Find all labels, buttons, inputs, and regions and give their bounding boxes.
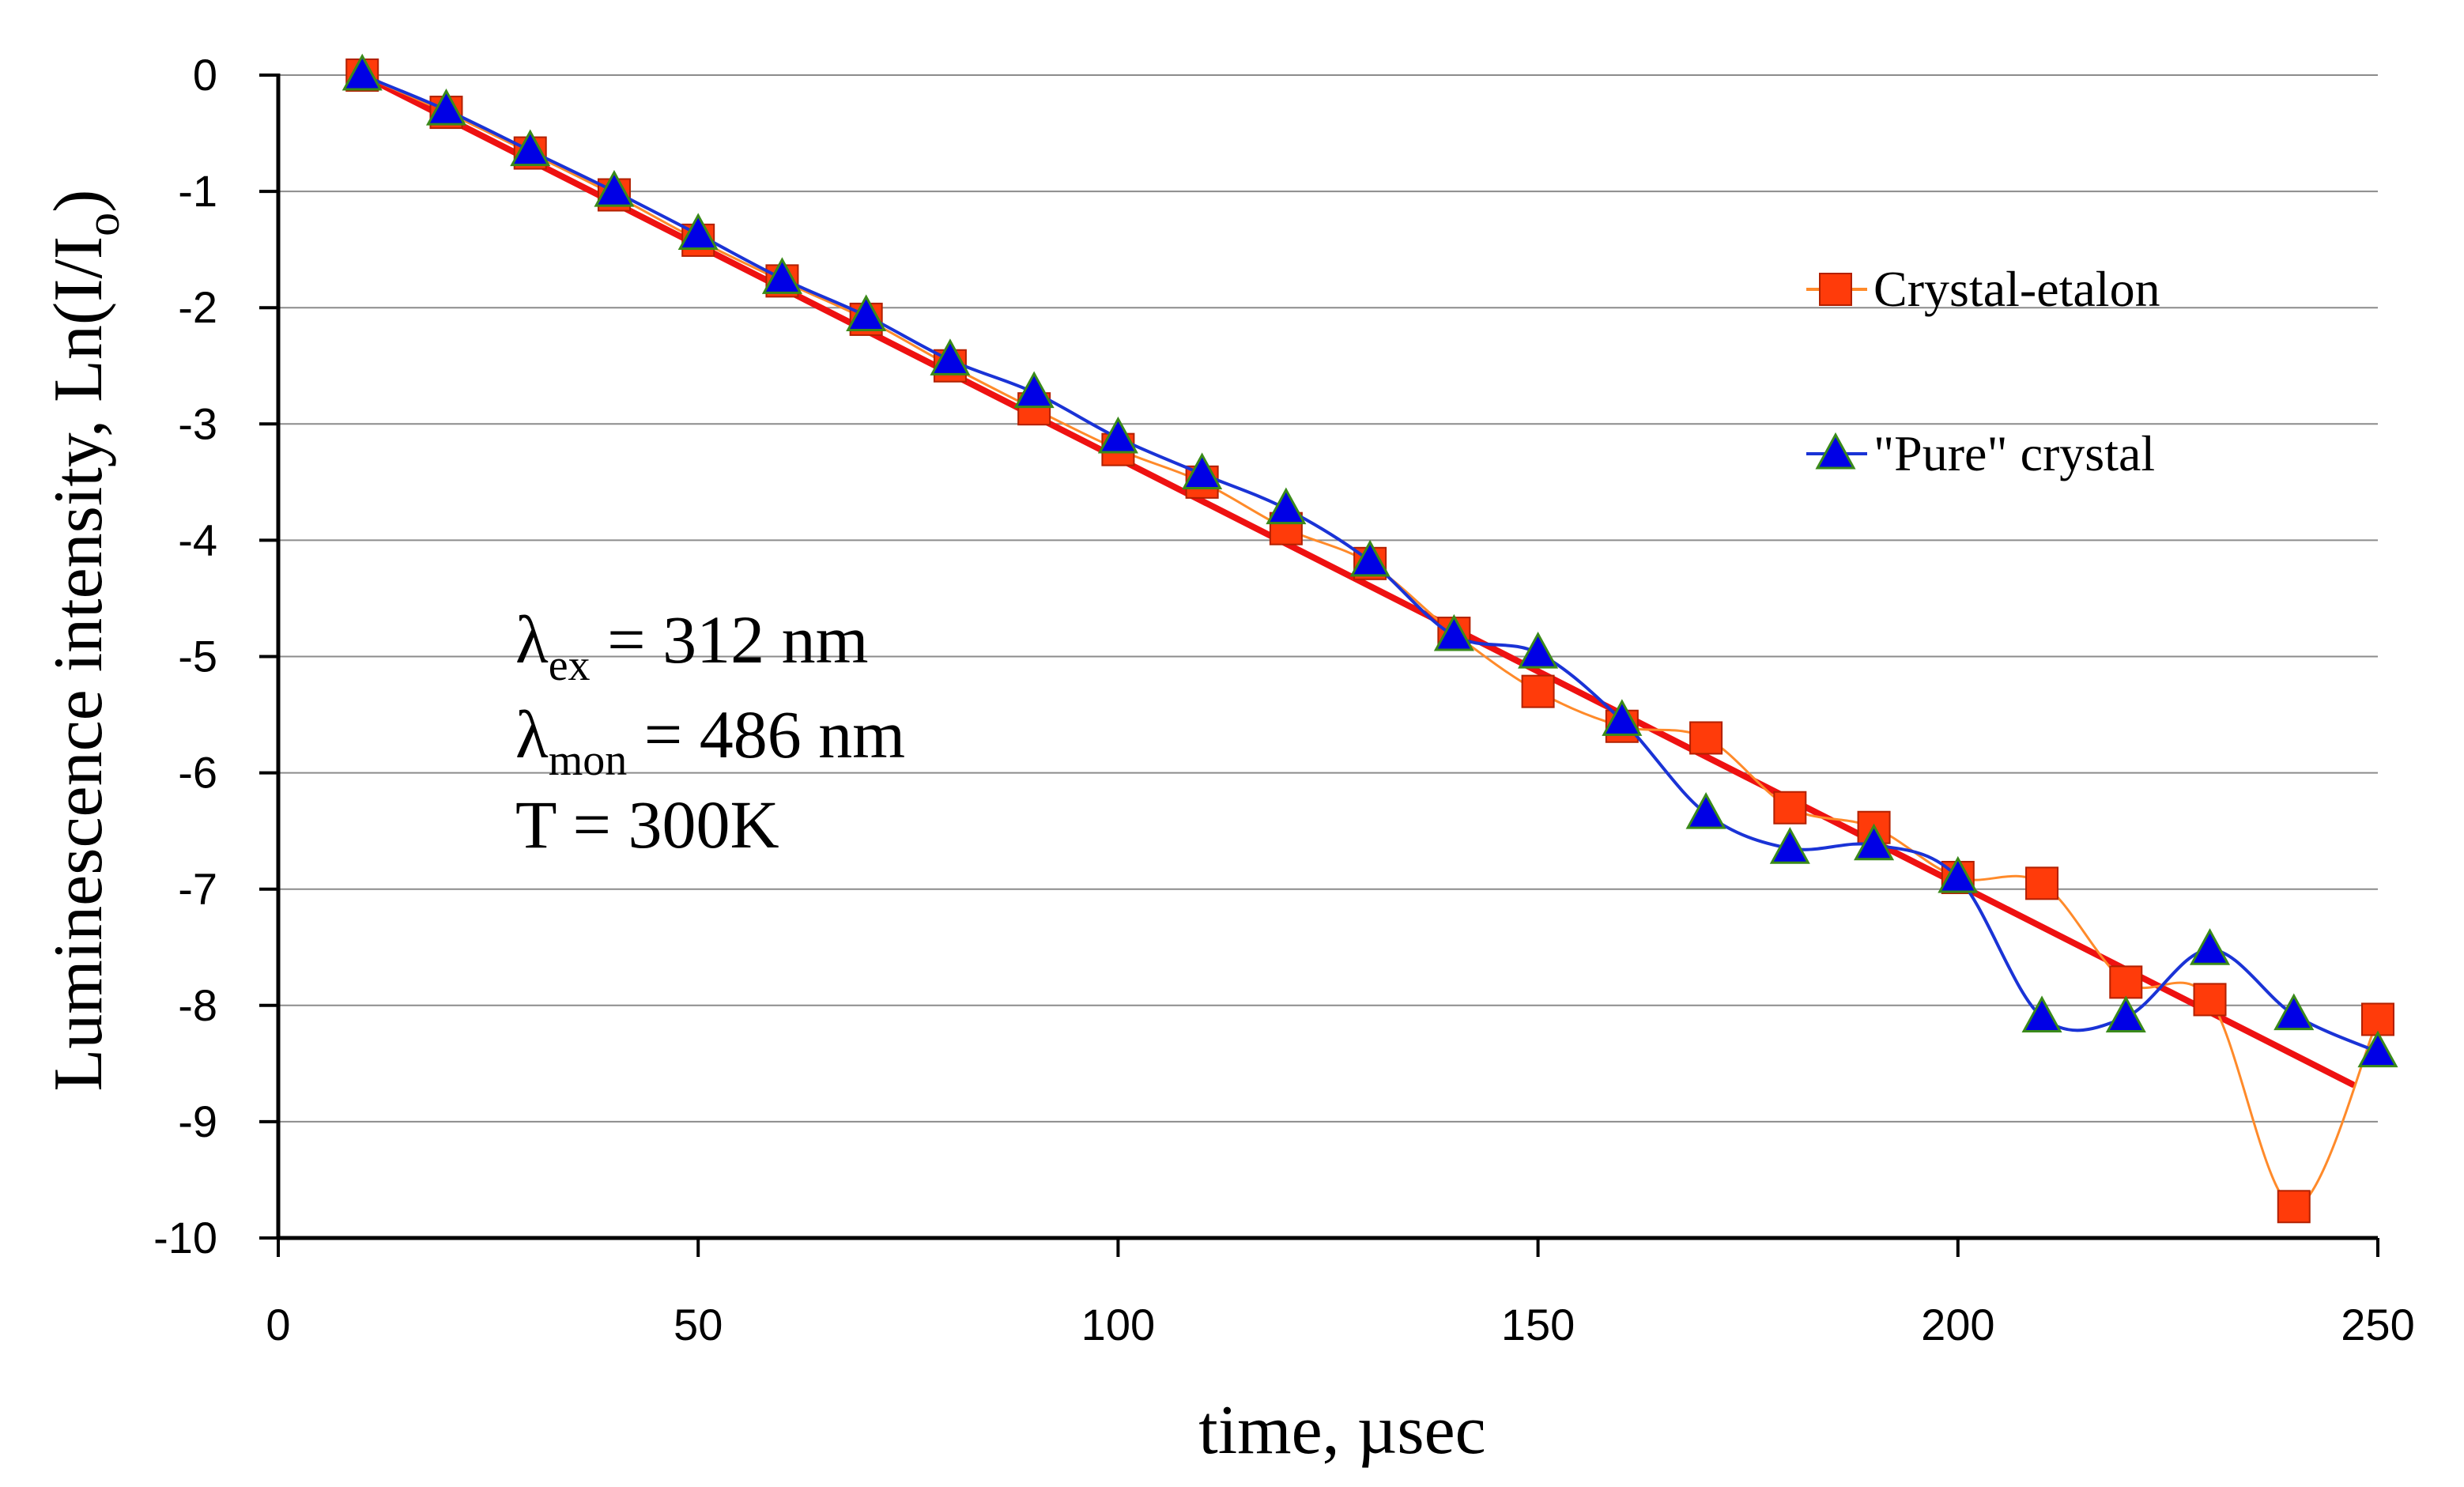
data-point-triangle bbox=[2021, 995, 2062, 1033]
y-tick-label: -5 bbox=[178, 632, 217, 681]
data-point-triangle bbox=[1182, 452, 1223, 490]
data-point-triangle bbox=[1685, 791, 1726, 829]
tick-labels: 0 -1 -2 -3 -4 -5 -6 -7 -8 -9 -10 0 50 100 150 200 250 bbox=[153, 50, 2415, 1349]
y-tick-label: -9 bbox=[178, 1096, 217, 1146]
data-point-triangle bbox=[1518, 631, 1559, 669]
legend-label-pure-crystal: "Pure" crystal bbox=[1873, 425, 2155, 481]
x-tick-label: 0 bbox=[266, 1300, 290, 1349]
data-point-square bbox=[1773, 791, 1807, 825]
data-point-square bbox=[2025, 866, 2059, 900]
data-point-square bbox=[2361, 1002, 2394, 1036]
annotation-excitation-wavelength: λex = 312 nm bbox=[515, 602, 868, 690]
data-point-triangle bbox=[425, 89, 467, 126]
y-tick-label: -1 bbox=[178, 166, 217, 216]
annotation-temperature: T = 300K bbox=[515, 787, 779, 862]
x-tick-label: 50 bbox=[674, 1300, 723, 1349]
data-point-square bbox=[2193, 983, 2227, 1017]
data-point-triangle bbox=[1854, 823, 1895, 861]
data-point-triangle bbox=[1349, 539, 1390, 577]
x-tick-label: 150 bbox=[1501, 1300, 1575, 1349]
y-tick-label: 0 bbox=[193, 50, 217, 100]
x-axis-title: time, µsec bbox=[1198, 1392, 1485, 1469]
x-tick-label: 100 bbox=[1081, 1300, 1155, 1349]
y-tick-label: -8 bbox=[178, 980, 217, 1030]
data-point-triangle bbox=[1013, 371, 1055, 409]
legend-item-crystal-etalon: Crystal-etalon bbox=[1806, 261, 2160, 317]
data-point-triangle bbox=[1769, 827, 1810, 864]
axes bbox=[259, 74, 2379, 1257]
legend-marker-square bbox=[1819, 273, 1852, 306]
data-point-triangle bbox=[594, 169, 635, 207]
x-tick-label: 200 bbox=[1921, 1300, 1994, 1349]
data-point-triangle bbox=[1266, 487, 1307, 525]
x-tick-label: 250 bbox=[2341, 1300, 2414, 1349]
y-tick-label: -6 bbox=[178, 748, 217, 798]
data-point-triangle bbox=[677, 213, 719, 251]
data-point-triangle bbox=[341, 53, 383, 91]
series-pure-crystal bbox=[341, 53, 2398, 1068]
data-point-triangle bbox=[930, 338, 971, 376]
data-point-triangle bbox=[846, 294, 887, 331]
data-point-square bbox=[2277, 1190, 2311, 1224]
grid-lines bbox=[278, 74, 2378, 1123]
data-point-triangle bbox=[1433, 613, 1474, 651]
legend-label-crystal-etalon: Crystal-etalon bbox=[1873, 261, 2160, 317]
data-point-triangle bbox=[1602, 699, 1643, 736]
data-point-triangle bbox=[2105, 995, 2146, 1033]
data-point-triangle bbox=[510, 129, 551, 167]
data-point-square bbox=[1521, 674, 1555, 708]
legend-marker-triangle bbox=[1815, 432, 1856, 470]
data-point-square bbox=[2109, 965, 2143, 999]
data-point-triangle bbox=[2273, 993, 2315, 1031]
y-tick-label: -2 bbox=[178, 282, 217, 332]
data-point-triangle bbox=[2357, 1030, 2398, 1068]
data-point-triangle bbox=[1938, 855, 1979, 893]
data-point-triangle bbox=[2189, 928, 2231, 965]
y-axis-title: Luminescence intensity, Ln(I/Io) bbox=[40, 189, 129, 1091]
data-point-square bbox=[1689, 721, 1723, 755]
data-point-triangle bbox=[1097, 416, 1138, 454]
y-tick-label: -7 bbox=[178, 864, 217, 914]
series-layer bbox=[341, 53, 2398, 1224]
legend-item-pure-crystal: "Pure" crystal bbox=[1806, 425, 2155, 481]
y-tick-label: -10 bbox=[153, 1213, 217, 1262]
legend: Crystal-etalon "Pure" crystal bbox=[1806, 261, 2160, 481]
data-point-triangle bbox=[761, 257, 802, 294]
annotation-monitoring-wavelength: λmon = 486 nm bbox=[515, 696, 905, 785]
y-tick-label: -4 bbox=[178, 515, 217, 564]
measurement-annotations: λex = 312 nm λmon = 486 nm T = 300K bbox=[515, 602, 905, 862]
y-tick-label: -3 bbox=[178, 398, 217, 448]
